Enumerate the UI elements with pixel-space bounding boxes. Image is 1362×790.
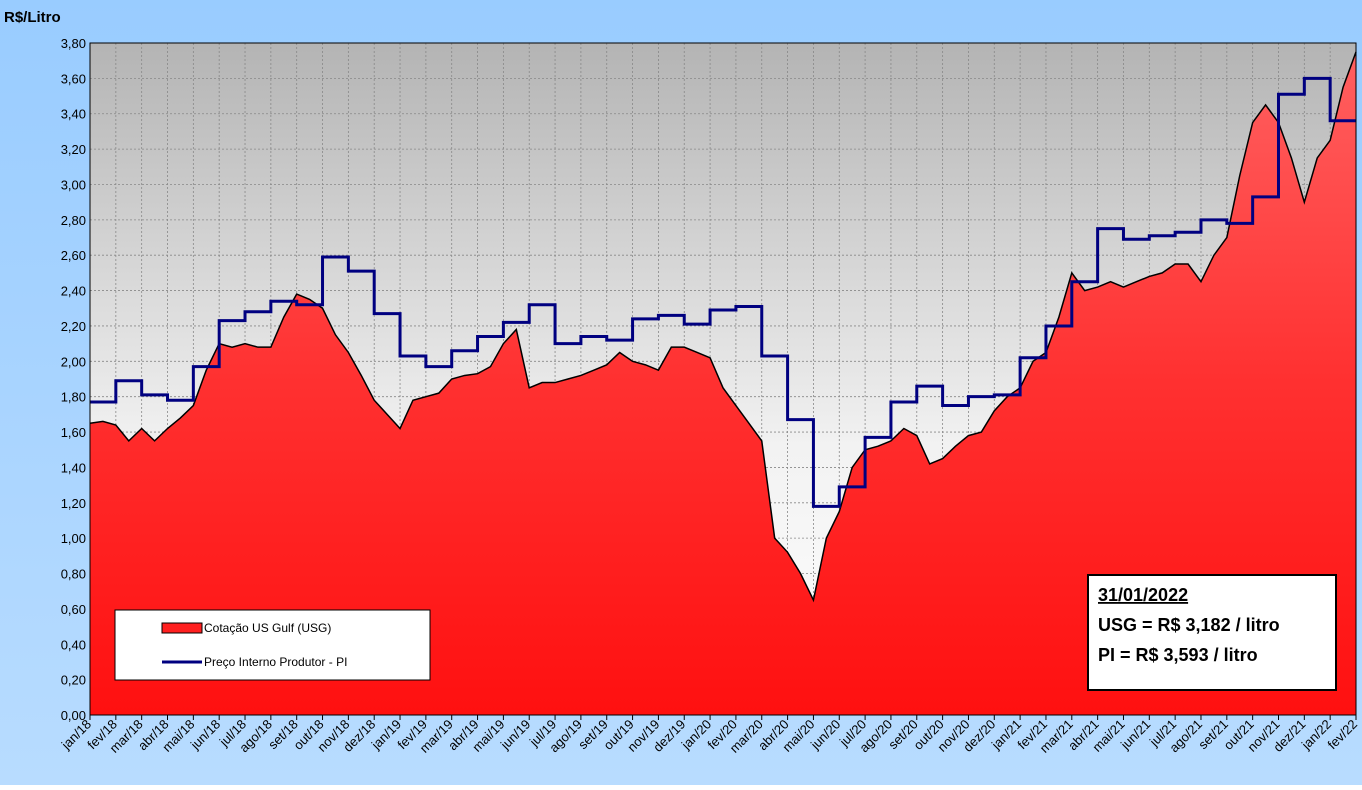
y-tick-label: 0,40 [61,637,86,652]
legend-label: Preço Interno Produtor - PI [204,655,347,669]
y-tick-label: 3,00 [61,177,86,192]
legend-box [114,609,431,681]
y-tick-label: 1,00 [61,531,86,546]
plot-border [89,42,1357,716]
annotation: PI = R$ 3,593 / litro [1098,645,1258,665]
y-tick-label: 3,20 [61,142,86,157]
legend-label: Cotação US Gulf (USG) [204,621,331,635]
y-tick-label: 0,00 [61,708,86,723]
step-line [90,76,1356,508]
annotation: USG = R$ 3,182 / litro [1098,615,1280,635]
y-tick-label: 3,40 [61,107,86,122]
annotation-box [1087,574,1337,691]
y-tick-label: 0,80 [61,567,86,582]
legend-swatch [161,622,203,634]
y-tick-label: 2,00 [61,354,86,369]
y-tick-label: 1,80 [61,390,86,405]
y-tick-label: 0,20 [61,673,86,688]
y-tick-label: 3,80 [61,36,86,51]
y-axis-label: R$/Litro [4,9,61,26]
area-line [89,51,1357,603]
y-tick-label: 2,80 [61,213,86,228]
area [90,51,1356,716]
y-tick-label: 1,40 [61,460,86,475]
y-tick-label: 0,60 [61,602,86,617]
y-tick-label: 2,60 [61,248,86,263]
y-tick-label: 2,20 [61,319,86,334]
y-tick-label: 1,20 [61,496,86,511]
y-tick-label: 2,40 [61,284,86,299]
y-tick-label: 1,60 [61,425,86,440]
y-tick-label: 3,60 [61,71,86,86]
annotation: 31/01/2022 [1098,585,1188,605]
